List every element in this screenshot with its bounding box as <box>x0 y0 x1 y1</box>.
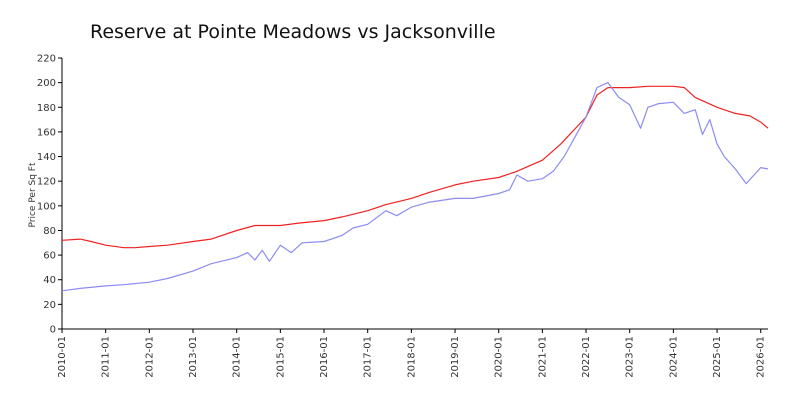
y-axis-label: Price Per Sq Ft <box>28 162 38 227</box>
x-tick-label: 2016-01 <box>319 336 330 378</box>
series-line-2 <box>61 82 769 292</box>
y-tick-label: 120 <box>37 177 56 188</box>
x-tick-label: 2021-01 <box>537 336 548 378</box>
y-tick-label: 180 <box>37 103 56 114</box>
x-tick-label: 2011-01 <box>101 336 112 378</box>
y-tick-label: 160 <box>37 127 56 138</box>
x-tick-label: 2012-01 <box>144 336 155 378</box>
series-line-1 <box>61 85 769 249</box>
x-tick-label: 2020-01 <box>494 336 505 378</box>
x-tick-label: 2013-01 <box>188 336 199 378</box>
x-tick-label: 2017-01 <box>363 336 374 378</box>
x-tick-label: 2023-01 <box>625 336 636 378</box>
y-tick-label: 40 <box>43 275 56 286</box>
x-tick-label: 2010-01 <box>57 336 68 378</box>
y-tick-label: 220 <box>37 54 56 65</box>
x-tick-label: 2014-01 <box>232 336 243 378</box>
x-axis: 2010-01 2011-01 2012-01 2013-01 2014-01 2015-… <box>57 328 768 378</box>
x-tick-label: 2018-01 <box>406 336 417 378</box>
x-tick-label: 2019-01 <box>450 336 461 378</box>
series-layer <box>61 82 769 292</box>
y-tick-label: 200 <box>37 78 56 89</box>
x-tick-label: 2025-01 <box>712 336 723 378</box>
x-tick-label: 2024-01 <box>668 336 679 378</box>
x-tick-label: 2022-01 <box>581 336 592 378</box>
chart-title: Reserve at Pointe Meadows vs Jacksonvill… <box>90 21 496 43</box>
y-tick-label: 140 <box>37 152 56 163</box>
x-tick-label: 2015-01 <box>275 336 286 378</box>
x-tick-label: 2026-01 <box>756 336 767 378</box>
y-tick-label: 0 <box>50 325 56 336</box>
y-tick-label: 60 <box>43 251 56 262</box>
y-tick-label: 80 <box>43 226 56 237</box>
y-tick-label: 100 <box>37 201 56 212</box>
y-tick-label: 20 <box>43 300 56 311</box>
y-axis: 0 20 40 60 80 100 120 140 160 180 200 220 <box>37 54 63 336</box>
